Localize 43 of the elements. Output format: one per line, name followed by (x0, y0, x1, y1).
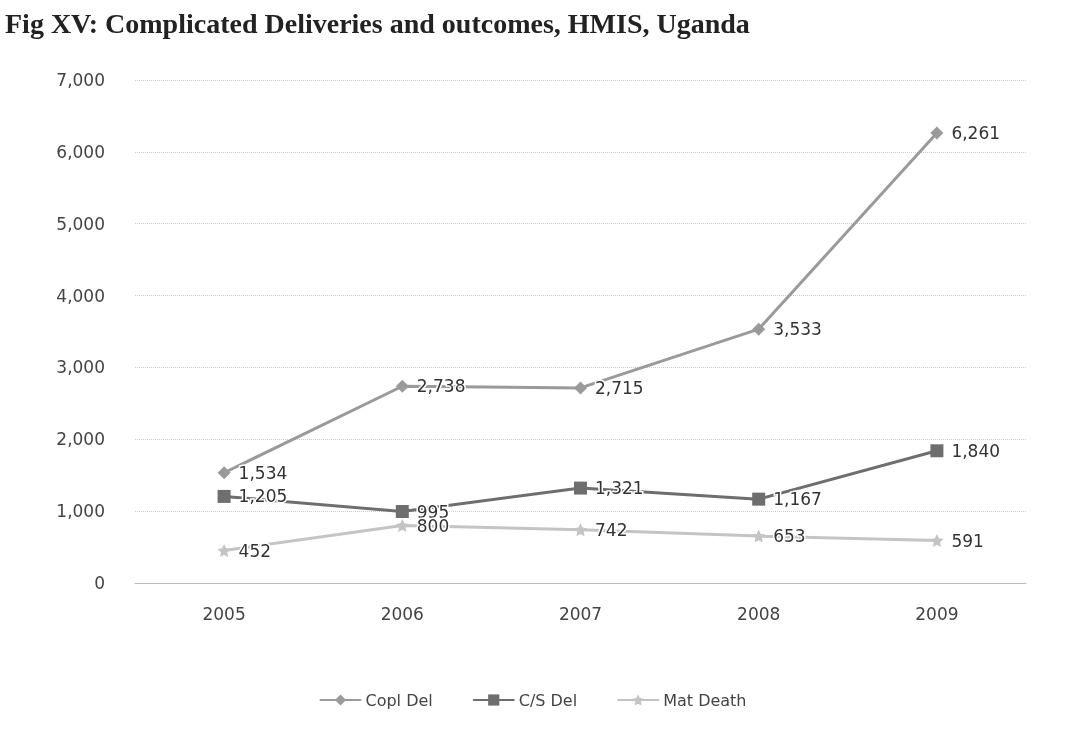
chart-title: Fig XV: Complicated Deliveries and outcomes, HMIS, Uganda (5, 7, 750, 39)
data-label: 2,715 (595, 377, 644, 398)
y-tick-label: 5,000 (56, 213, 105, 234)
y-tick-label: 1,000 (56, 501, 105, 522)
data-label: 653 (773, 526, 806, 547)
point (930, 444, 944, 458)
data-label: 1,167 (773, 489, 822, 510)
point (217, 544, 231, 558)
y-tick-label: 3,000 (56, 357, 105, 378)
point (574, 523, 587, 537)
point (217, 489, 231, 503)
y-tick-label: 4,000 (56, 285, 105, 306)
point (574, 481, 587, 495)
data-label: 1,840 (951, 440, 1001, 461)
data-label: 3,533 (773, 319, 822, 340)
x-tick-label: 2006 (380, 603, 424, 624)
point (395, 505, 409, 518)
point (930, 126, 944, 140)
point (217, 466, 231, 480)
legend-label: C/S Del (518, 690, 578, 710)
data-label: 452 (238, 540, 272, 561)
point (395, 379, 409, 393)
point (574, 381, 587, 395)
data-label: 6,261 (951, 123, 1001, 144)
legend-label: Mat Death (663, 690, 747, 710)
y-tick-label: 6,000 (56, 141, 105, 162)
x-tick-label: 2007 (558, 603, 603, 624)
point (752, 492, 766, 506)
y-tick-label: 0 (94, 573, 105, 593)
y-tick-label: 2,000 (56, 429, 105, 450)
x-tick-label: 2009 (915, 603, 959, 624)
data-label: 1,534 (238, 462, 288, 483)
legend-label: Copl Del (365, 690, 433, 710)
point (752, 322, 766, 336)
x-tick-label: 2008 (737, 603, 781, 624)
y-tick-label: 7,000 (56, 70, 105, 90)
x-tick-label: 2005 (202, 603, 246, 624)
data-label: 2,738 (416, 376, 466, 397)
point (395, 519, 409, 533)
point (752, 529, 766, 543)
data-label: 742 (595, 519, 628, 540)
point (930, 534, 944, 548)
data-label: 591 (951, 530, 984, 551)
